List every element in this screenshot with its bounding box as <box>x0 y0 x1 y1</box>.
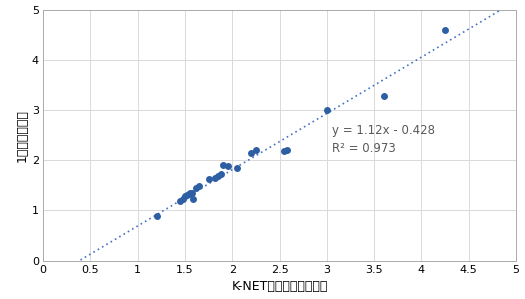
Point <box>214 174 222 179</box>
Point <box>181 194 189 199</box>
Point <box>251 148 260 152</box>
Text: y = 1.12x - 0.428
R² = 0.973: y = 1.12x - 0.428 R² = 0.973 <box>332 124 435 155</box>
Point <box>280 149 288 154</box>
Point <box>380 94 388 98</box>
Point <box>217 172 225 177</box>
Point <box>233 165 241 170</box>
Point <box>152 213 161 218</box>
Point <box>441 27 449 32</box>
Point <box>218 163 227 168</box>
Y-axis label: 1階の計測震度: 1階の計測震度 <box>16 109 29 161</box>
Point <box>323 108 331 112</box>
Point <box>211 176 219 180</box>
Point <box>185 192 193 197</box>
Point <box>192 185 201 190</box>
X-axis label: K-NET計測震度の平均値: K-NET計測震度の平均値 <box>232 280 328 293</box>
Point <box>185 190 194 195</box>
Point <box>188 197 197 202</box>
Point <box>283 148 291 152</box>
Point <box>183 193 191 198</box>
Point <box>195 184 203 189</box>
Point <box>223 164 232 169</box>
Point <box>179 197 187 202</box>
Point <box>176 199 184 204</box>
Point <box>204 177 213 182</box>
Point <box>247 150 255 155</box>
Point <box>187 190 196 195</box>
